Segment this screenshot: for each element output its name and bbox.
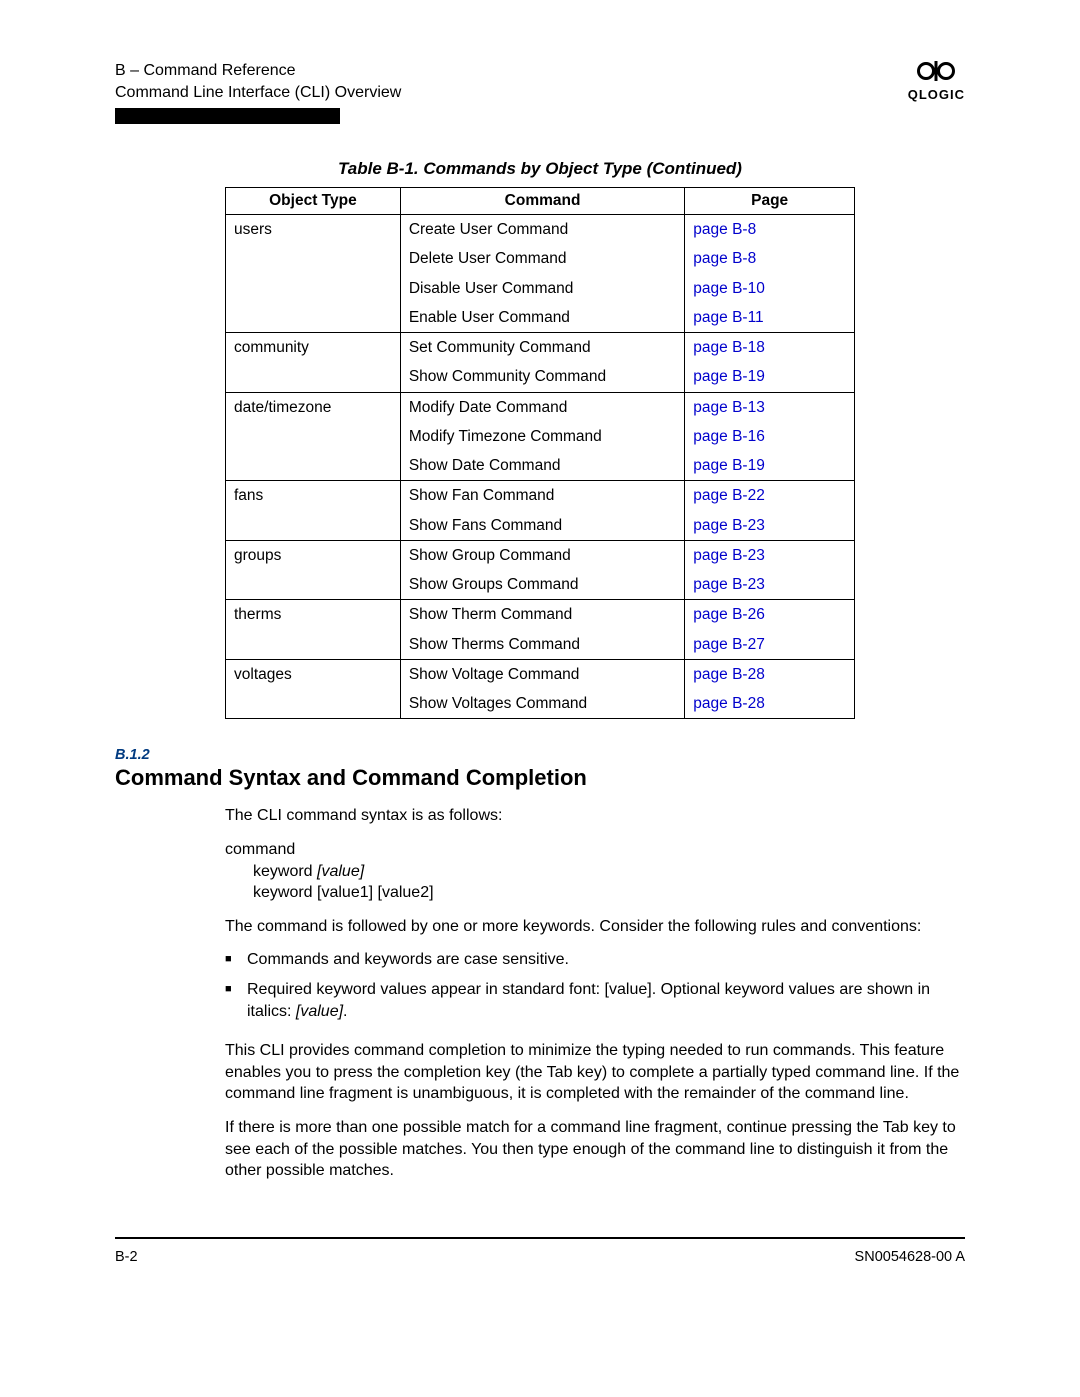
- table-row: thermsShow Therm Commandpage B-26: [226, 600, 855, 630]
- cell-object-type: therms: [226, 600, 401, 630]
- rules-list: Commands and keywords are case sensitive…: [225, 949, 965, 1022]
- cell-command: Modify Timezone Command: [400, 422, 684, 451]
- table-row: Enable User Commandpage B-11: [226, 303, 855, 333]
- footer-doc-id: SN0054628-00 A: [855, 1249, 965, 1265]
- cell-page-link[interactable]: page B-19: [685, 362, 855, 392]
- commands-table: Object Type Command Page usersCreate Use…: [225, 187, 855, 719]
- cell-command: Show Voltage Command: [400, 659, 684, 689]
- table-row: Show Community Commandpage B-19: [226, 362, 855, 392]
- cell-object-type: [226, 451, 401, 481]
- cell-object-type: [226, 274, 401, 303]
- syntax-kw1a: keyword: [253, 863, 317, 880]
- cell-command: Show Date Command: [400, 451, 684, 481]
- cell-page-link[interactable]: page B-8: [685, 244, 855, 273]
- cell-object-type: date/timezone: [226, 392, 401, 422]
- syntax-command: command: [225, 839, 965, 861]
- cell-command: Disable User Command: [400, 274, 684, 303]
- cell-page-link[interactable]: page B-23: [685, 570, 855, 600]
- cell-page-link[interactable]: page B-23: [685, 540, 855, 570]
- table-row: fansShow Fan Commandpage B-22: [226, 481, 855, 511]
- page-header: B – Command Reference Command Line Inter…: [115, 60, 965, 103]
- page-footer: B-2 SN0054628-00 A: [115, 1237, 965, 1265]
- cell-command: Delete User Command: [400, 244, 684, 273]
- cell-page-link[interactable]: page B-28: [685, 689, 855, 719]
- header-black-bar: [115, 108, 340, 124]
- cell-command: Create User Command: [400, 215, 684, 245]
- cell-object-type: voltages: [226, 659, 401, 689]
- table-row: date/timezoneModify Date Commandpage B-1…: [226, 392, 855, 422]
- cell-object-type: [226, 362, 401, 392]
- cell-command: Enable User Command: [400, 303, 684, 333]
- cell-command: Show Groups Command: [400, 570, 684, 600]
- cell-object-type: [226, 511, 401, 541]
- cell-object-type: [226, 630, 401, 660]
- section-number: B.1.2: [115, 747, 965, 763]
- cell-object-type: fans: [226, 481, 401, 511]
- table-row: groupsShow Group Commandpage B-23: [226, 540, 855, 570]
- cell-object-type: [226, 422, 401, 451]
- qlogic-logo: QLOGIC: [908, 60, 965, 102]
- syntax-block: command keyword [value] keyword [value1]…: [225, 839, 965, 904]
- col-command: Command: [400, 188, 684, 215]
- col-page: Page: [685, 188, 855, 215]
- table-row: voltagesShow Voltage Commandpage B-28: [226, 659, 855, 689]
- cell-page-link[interactable]: page B-10: [685, 274, 855, 303]
- syntax-kw1b: [value]: [317, 863, 364, 880]
- cell-object-type: [226, 570, 401, 600]
- header-line-1: B – Command Reference: [115, 60, 401, 82]
- cell-page-link[interactable]: page B-28: [685, 659, 855, 689]
- rules-intro: The command is followed by one or more k…: [225, 916, 965, 938]
- cell-command: Set Community Command: [400, 333, 684, 363]
- rule-item: Required keyword values appear in standa…: [225, 979, 965, 1022]
- cell-command: Modify Date Command: [400, 392, 684, 422]
- col-object-type: Object Type: [226, 188, 401, 215]
- table-row: communitySet Community Commandpage B-18: [226, 333, 855, 363]
- cell-page-link[interactable]: page B-16: [685, 422, 855, 451]
- cell-command: Show Fans Command: [400, 511, 684, 541]
- multi-match-para: If there is more than one possible match…: [225, 1117, 965, 1182]
- cell-page-link[interactable]: page B-8: [685, 215, 855, 245]
- cell-object-type: groups: [226, 540, 401, 570]
- cell-page-link[interactable]: page B-19: [685, 451, 855, 481]
- cell-object-type: [226, 244, 401, 273]
- syntax-kw2: keyword [value1] [value2]: [253, 882, 965, 904]
- cell-page-link[interactable]: page B-13: [685, 392, 855, 422]
- cell-object-type: community: [226, 333, 401, 363]
- cell-object-type: [226, 303, 401, 333]
- cell-command: Show Group Command: [400, 540, 684, 570]
- table-row: Show Date Commandpage B-19: [226, 451, 855, 481]
- table-row: Disable User Commandpage B-10: [226, 274, 855, 303]
- footer-page-num: B-2: [115, 1249, 138, 1265]
- cell-command: Show Therms Command: [400, 630, 684, 660]
- header-line-2: Command Line Interface (CLI) Overview: [115, 82, 401, 104]
- table-caption: Table B-1. Commands by Object Type (Cont…: [115, 159, 965, 179]
- table-row: Show Groups Commandpage B-23: [226, 570, 855, 600]
- cell-page-link[interactable]: page B-27: [685, 630, 855, 660]
- cell-page-link[interactable]: page B-22: [685, 481, 855, 511]
- table-row: Show Therms Commandpage B-27: [226, 630, 855, 660]
- cell-command: Show Voltages Command: [400, 689, 684, 719]
- cell-command: Show Community Command: [400, 362, 684, 392]
- logo-text: QLOGIC: [908, 87, 965, 102]
- section-title: Command Syntax and Command Completion: [115, 765, 965, 791]
- cell-object-type: users: [226, 215, 401, 245]
- cell-object-type: [226, 689, 401, 719]
- table-row: Show Voltages Commandpage B-28: [226, 689, 855, 719]
- table-row: Modify Timezone Commandpage B-16: [226, 422, 855, 451]
- intro-para: The CLI command syntax is as follows:: [225, 805, 965, 827]
- table-row: Delete User Commandpage B-8: [226, 244, 855, 273]
- cell-command: Show Therm Command: [400, 600, 684, 630]
- cell-command: Show Fan Command: [400, 481, 684, 511]
- rule-item: Commands and keywords are case sensitive…: [225, 949, 965, 971]
- table-row: Show Fans Commandpage B-23: [226, 511, 855, 541]
- logo-icon: [914, 60, 958, 82]
- cell-page-link[interactable]: page B-26: [685, 600, 855, 630]
- cell-page-link[interactable]: page B-18: [685, 333, 855, 363]
- completion-para: This CLI provides command completion to …: [225, 1040, 965, 1105]
- cell-page-link[interactable]: page B-11: [685, 303, 855, 333]
- table-row: usersCreate User Commandpage B-8: [226, 215, 855, 245]
- cell-page-link[interactable]: page B-23: [685, 511, 855, 541]
